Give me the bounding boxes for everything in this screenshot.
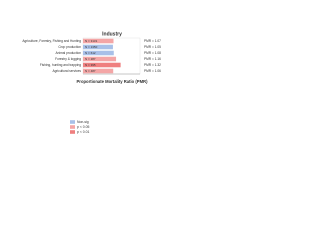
legend-label: p < 0.01 (77, 130, 89, 134)
n-label: N = 1350 (85, 45, 98, 49)
bar (83, 38, 114, 44)
category-label: Animal production (55, 51, 81, 55)
bar (83, 44, 113, 50)
value-label: PMR = 1.07 (144, 39, 161, 43)
value-label: PMR = 1.32 (144, 63, 161, 67)
value-label: PMR = 1.08 (144, 51, 161, 55)
n-label: N = 395 (85, 63, 96, 67)
n-label: N = 487 (85, 69, 96, 73)
bar (83, 50, 114, 56)
category-label: Forestry & logging (55, 57, 81, 61)
category-label: Crop production (58, 45, 81, 49)
bar (83, 56, 117, 62)
n-label: N = 3131 (85, 39, 98, 43)
n-label: N = 612 (85, 51, 96, 55)
chart-title: Industry (102, 31, 122, 37)
legend-swatch (70, 130, 75, 134)
n-label: N = 287 (85, 57, 96, 61)
chart: Industry Proportionate Mortality Ratio (… (22, 31, 161, 134)
value-label: PMR = 1.06 (144, 69, 161, 73)
category-label: Agricultural services (52, 69, 81, 73)
value-label: PMR = 1.16 (144, 57, 161, 61)
bar (83, 62, 121, 68)
legend-label: Non-sig (77, 120, 89, 124)
category-label: Agriculture, Forestry, Fishing and Hunti… (22, 39, 81, 43)
bar (83, 68, 114, 74)
legend-swatch (70, 125, 75, 129)
legend-swatch (70, 120, 75, 124)
x-axis-label: Proportionate Mortality Ratio (PMR) (77, 79, 149, 84)
category-label: Fishing, hunting and trapping (40, 63, 81, 67)
legend-label: p < 0.05 (77, 125, 89, 129)
value-label: PMR = 1.05 (144, 45, 161, 49)
